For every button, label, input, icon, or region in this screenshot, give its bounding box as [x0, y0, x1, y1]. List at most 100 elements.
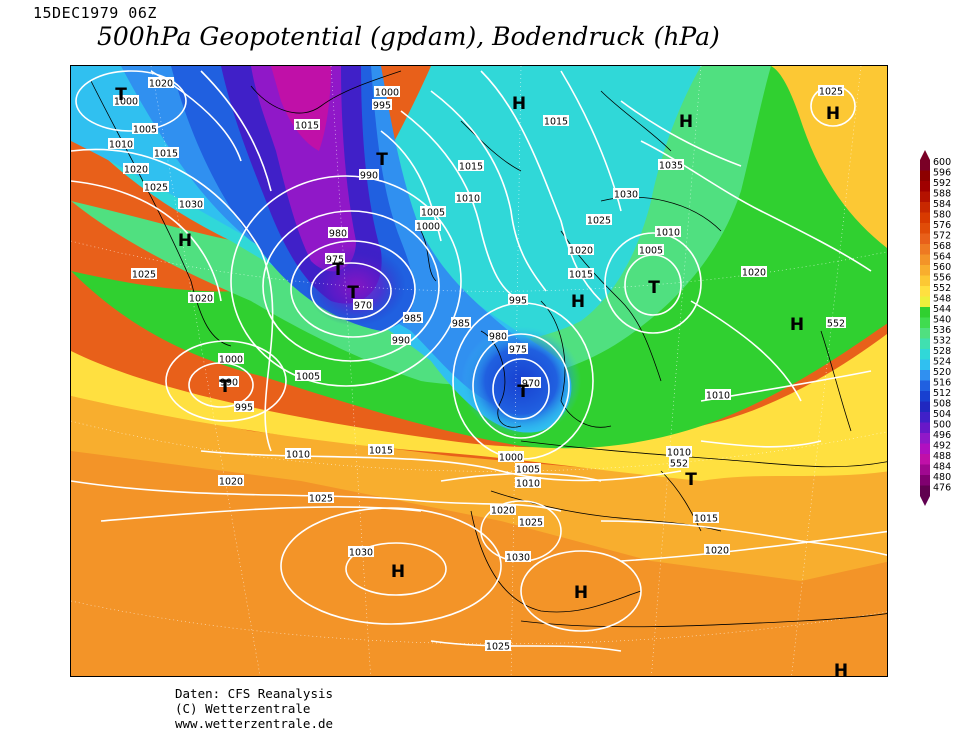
isobar-label-box	[368, 444, 394, 455]
legend-swatch	[920, 223, 930, 234]
isobar-label-box	[308, 492, 334, 503]
credit-website[interactable]: www.wetterzentrale.de	[175, 716, 334, 731]
legend-value: 524	[933, 357, 951, 368]
high-pressure-symbol: H	[679, 112, 693, 132]
isobar-label-text: 995	[509, 296, 527, 307]
isobar-label-box	[485, 640, 511, 651]
field-lightorange	[71, 396, 887, 581]
isobar-label-text: 1025	[486, 642, 510, 653]
isobar-label-box	[658, 159, 684, 170]
data-credits: Daten: CFS Reanalysis (C) Wetterzentrale…	[175, 686, 333, 731]
isobar-label-text: 1005	[133, 125, 157, 136]
legend-swatch	[920, 170, 930, 181]
isobar-label-text: 1020	[705, 546, 729, 557]
isobar-label: 1020	[741, 266, 767, 279]
isobar-label: 995	[234, 401, 254, 414]
isobar-label-box	[586, 214, 612, 225]
isobar-label-box	[178, 198, 204, 209]
isobar-label-text: 1020	[149, 79, 173, 90]
isobar-label: 1010	[515, 477, 541, 490]
legend-swatch	[920, 244, 930, 255]
legend-value: 536	[933, 325, 951, 336]
isobar-label-box	[521, 377, 541, 388]
isobar-label: 980	[328, 227, 348, 240]
isobar-label-text: 1015	[694, 514, 718, 525]
legend-swatch	[920, 412, 930, 423]
isobar-label-text: 1000	[416, 222, 440, 233]
isobar-label: 990	[359, 169, 379, 182]
legend-value: 476	[933, 483, 951, 494]
isobar-label-text: 970	[522, 379, 540, 390]
isobar-label: 1000	[113, 95, 139, 108]
isobar-label-text: 1015	[154, 149, 178, 160]
isobar-label-text: 1030	[506, 553, 530, 564]
low-pressure-symbol: T	[347, 283, 359, 303]
legend-value: 508	[933, 399, 951, 410]
isobar-label-text: 1020	[219, 477, 243, 488]
legend-swatch	[920, 296, 930, 307]
isobar-label-text: 1015	[544, 117, 568, 128]
map-title: 500hPa Geopotential (gpdam), Bodendruck …	[97, 22, 720, 51]
isobar-label: 975	[325, 253, 345, 266]
legend-swatch	[920, 485, 930, 496]
legend-swatch	[920, 338, 930, 349]
isobar-label-box	[325, 253, 345, 264]
legend-value: 588	[933, 189, 951, 200]
isobar-label: 1020	[568, 244, 594, 257]
isobar-label: 1005	[132, 123, 158, 136]
isobar-label-box	[415, 220, 441, 231]
legend-swatch	[920, 380, 930, 391]
legend-value: 532	[933, 336, 951, 347]
legend-swatch	[920, 181, 930, 192]
isobar-label: 1015	[153, 147, 179, 160]
isobar-label-text: 1020	[742, 268, 766, 279]
isobar-label-box	[188, 292, 214, 303]
legend-swatch	[920, 422, 930, 433]
legend-value: 560	[933, 262, 951, 273]
isobar-label-box	[451, 317, 471, 328]
isobar-label-text: 980	[489, 332, 507, 343]
isobar-label-text: 1005	[296, 372, 320, 383]
isobar-label: 985	[451, 317, 471, 330]
isobar-label: 1020	[704, 544, 730, 557]
isobar-label-text: 1010	[706, 391, 730, 402]
isobar-label: 990	[391, 334, 411, 347]
isobar-label: 990	[219, 376, 239, 389]
isobar-label-text: 1000	[219, 355, 243, 366]
legend-value: 512	[933, 388, 951, 399]
isobar-label: 1010	[455, 192, 481, 205]
isobar-label: 1025	[818, 85, 844, 98]
isobar-label: 1015	[543, 115, 569, 128]
isobar-label-box	[123, 163, 149, 174]
isobar-label: 1025	[131, 268, 157, 281]
isobar-label-box	[613, 188, 639, 199]
legend-swatch	[920, 475, 930, 486]
legend-arrow-top	[920, 150, 930, 160]
high-pressure-symbol: H	[178, 231, 192, 251]
isobar-label: 552	[826, 317, 846, 330]
legend-value: 596	[933, 168, 951, 179]
low-pressure-symbol: T	[648, 278, 660, 298]
isobar-label-box	[458, 160, 484, 171]
isobar-label-box	[490, 504, 516, 515]
isobar-label-text: 1020	[124, 165, 148, 176]
high-pressure-symbol: H	[512, 94, 526, 114]
low-pressure-symbol: T	[376, 150, 388, 170]
isobar-label: 1000	[218, 353, 244, 366]
low-pressure-symbol: T	[685, 470, 697, 490]
legend-value: 552	[933, 283, 951, 294]
isobar-label-box	[143, 181, 169, 192]
legend-value: 496	[933, 430, 951, 441]
isobar-label-box	[285, 448, 311, 459]
isobar-label-text: 970	[354, 301, 372, 312]
legend-swatch	[920, 275, 930, 286]
weather-map[interactable]: 1020 1000 1005 1010 1015 1020 1025 1030 1025 1020…	[70, 65, 888, 677]
legend-value: 484	[933, 462, 951, 473]
isobar-label-box	[353, 299, 373, 310]
legend-swatch	[920, 328, 930, 339]
isobar-label: 1010	[655, 226, 681, 239]
legend-swatch	[920, 359, 930, 370]
isobar-label: 552	[669, 457, 689, 470]
isobar-label: 1000	[498, 451, 524, 464]
legend-swatch	[920, 317, 930, 328]
